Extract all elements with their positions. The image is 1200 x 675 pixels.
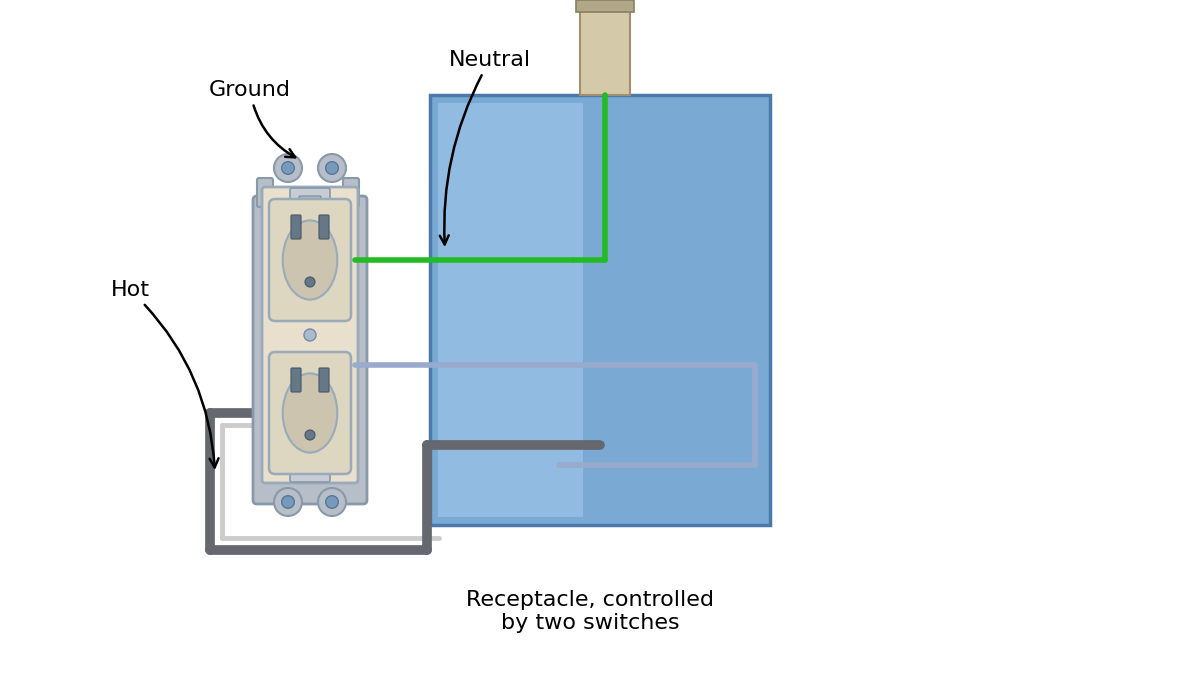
- FancyBboxPatch shape: [292, 215, 301, 239]
- Circle shape: [318, 488, 346, 516]
- FancyBboxPatch shape: [257, 178, 274, 207]
- FancyBboxPatch shape: [269, 199, 352, 321]
- FancyBboxPatch shape: [438, 103, 583, 517]
- Text: Receptacle, controlled
by two switches: Receptacle, controlled by two switches: [466, 590, 714, 633]
- FancyBboxPatch shape: [269, 352, 352, 474]
- Circle shape: [305, 430, 314, 440]
- FancyBboxPatch shape: [292, 368, 301, 392]
- Circle shape: [304, 329, 316, 341]
- FancyBboxPatch shape: [299, 458, 322, 474]
- FancyBboxPatch shape: [319, 368, 329, 392]
- Circle shape: [282, 162, 294, 174]
- FancyBboxPatch shape: [343, 178, 359, 207]
- Circle shape: [282, 495, 294, 508]
- Circle shape: [274, 154, 302, 182]
- Ellipse shape: [283, 373, 337, 453]
- FancyBboxPatch shape: [576, 0, 634, 12]
- FancyBboxPatch shape: [319, 215, 329, 239]
- Ellipse shape: [283, 221, 337, 300]
- FancyBboxPatch shape: [290, 450, 330, 482]
- Text: Hot: Hot: [110, 280, 218, 468]
- Circle shape: [274, 488, 302, 516]
- Circle shape: [318, 154, 346, 182]
- FancyBboxPatch shape: [262, 187, 358, 483]
- Text: Ground: Ground: [209, 80, 295, 157]
- FancyBboxPatch shape: [580, 0, 630, 95]
- Circle shape: [305, 277, 314, 287]
- FancyBboxPatch shape: [290, 188, 330, 220]
- Circle shape: [325, 162, 338, 174]
- FancyBboxPatch shape: [253, 196, 367, 504]
- Circle shape: [325, 495, 338, 508]
- FancyBboxPatch shape: [299, 196, 322, 212]
- FancyBboxPatch shape: [430, 95, 770, 525]
- Text: Neutral: Neutral: [440, 50, 532, 244]
